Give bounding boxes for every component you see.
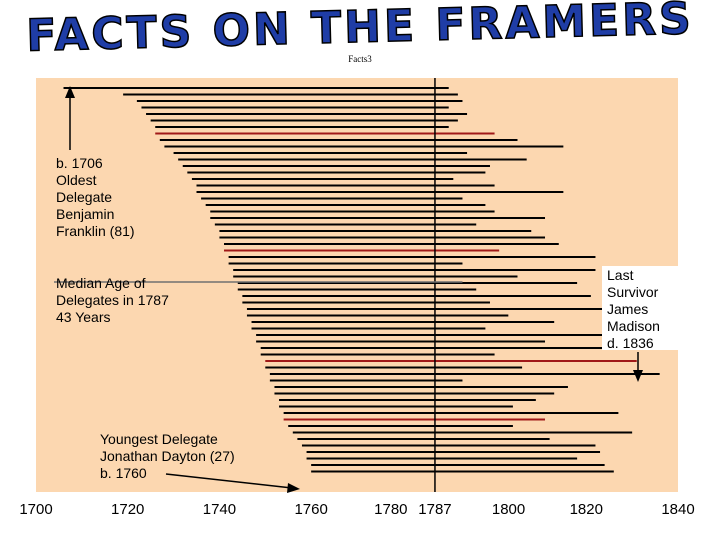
survivor-line-3: James bbox=[607, 301, 648, 317]
x-tick-label: 1740 bbox=[203, 501, 236, 518]
last-survivor-annotation: Last Survivor James Madison d. 1836 bbox=[602, 266, 678, 382]
youngest-line-3: b. 1760 bbox=[100, 465, 147, 481]
youngest-line-2: Jonathan Dayton (27) bbox=[100, 448, 235, 464]
youngest-arrow bbox=[165, 473, 293, 489]
survivor-line-5: d. 1836 bbox=[607, 335, 654, 351]
page-subtitle: Facts3 bbox=[348, 54, 372, 64]
x-tick-label: 1820 bbox=[570, 501, 603, 518]
oldest-arrowhead bbox=[65, 86, 75, 98]
x-tick-label: 1780 bbox=[374, 501, 407, 518]
oldest-line-2: Oldest bbox=[56, 172, 97, 188]
x-tick-label: 1800 bbox=[492, 501, 525, 518]
x-tick-label: 1700 bbox=[19, 501, 52, 518]
median-line-1: Median Age of bbox=[56, 275, 146, 291]
median-annotation: Median Age of Delegates in 1787 43 Years bbox=[56, 275, 169, 325]
survivor-label-bg bbox=[602, 266, 678, 350]
survivor-line-2: Survivor bbox=[607, 284, 659, 300]
median-line-2: Delegates in 1787 bbox=[56, 292, 169, 308]
survivor-line-4: Madison bbox=[607, 318, 660, 334]
oldest-line-1: b. 1706 bbox=[56, 155, 103, 171]
x-axis-ticks: 1700 1720 1740 1760 1780 1787 1800 1820 1840 bbox=[19, 501, 694, 518]
x-tick-label: 1720 bbox=[111, 501, 144, 518]
x-tick-label: 1787 bbox=[418, 501, 451, 518]
oldest-line-3: Delegate bbox=[56, 189, 112, 205]
youngest-arrowhead bbox=[287, 483, 300, 493]
oldest-delegate-annotation: b. 1706 Oldest Delegate Benjamin Frankli… bbox=[56, 86, 135, 239]
x-tick-label: 1760 bbox=[294, 501, 327, 518]
lifespan-bars bbox=[63, 87, 660, 473]
youngest-annotation: Youngest Delegate Jonathan Dayton (27) b… bbox=[96, 430, 300, 493]
oldest-line-5: Franklin (81) bbox=[56, 223, 135, 239]
survivor-line-1: Last bbox=[607, 267, 634, 283]
oldest-line-4: Benjamin bbox=[56, 206, 114, 222]
survivor-arrowhead bbox=[633, 370, 643, 382]
youngest-label-bg bbox=[96, 430, 286, 484]
x-tick-label: 1840 bbox=[661, 501, 694, 518]
median-line-3: 43 Years bbox=[56, 309, 111, 325]
youngest-line-1: Youngest Delegate bbox=[100, 431, 218, 447]
